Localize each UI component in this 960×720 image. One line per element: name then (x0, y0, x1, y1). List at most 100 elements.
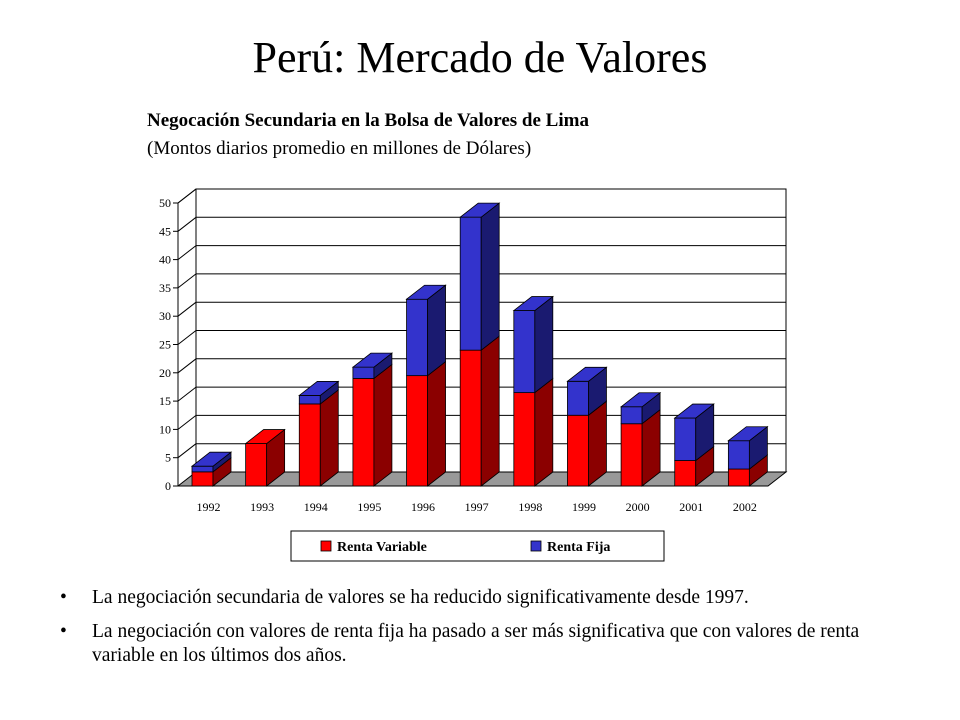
legend-swatch (320, 540, 332, 552)
y-tick-label: 40 (159, 253, 171, 267)
x-tick-label: 1996 (411, 500, 435, 514)
bar-front (620, 406, 643, 425)
bar-side (427, 360, 446, 487)
bar-top (405, 284, 447, 300)
y-tick-label: 5 (165, 451, 171, 465)
chart-title: Negocación Secundaria en la Bolsa de Val… (147, 110, 589, 131)
y-tick-label: 45 (159, 224, 171, 238)
bar-top (298, 381, 340, 396)
y-tick-label: 50 (159, 196, 171, 210)
bar-top (673, 403, 715, 419)
bar-top (619, 392, 662, 408)
bar-front (406, 375, 428, 487)
bar-front (620, 423, 643, 487)
x-tick-label: 1997 (465, 500, 489, 514)
x-tick-label: 1992 (197, 500, 221, 514)
y-tick-label: 15 (159, 394, 171, 408)
bar-side (480, 335, 500, 487)
gridline-side (177, 216, 197, 232)
bar-top (190, 451, 233, 467)
bar-renta-fija (351, 352, 394, 380)
y-tick-label: 25 (159, 338, 171, 352)
legend-label: Renta Variable (337, 540, 427, 555)
bar-side (427, 284, 446, 377)
bar-front (674, 417, 697, 461)
bar-side (480, 202, 500, 351)
x-tick-label: 1998 (518, 500, 542, 514)
bar-side (534, 295, 554, 394)
bar-front (459, 216, 482, 351)
y-axis: 0 5 10 15 20 25 30 35 40 45 50 (159, 196, 178, 493)
bullet-item: La negociación con valores de renta fija… (60, 620, 920, 668)
bar-front (459, 349, 482, 487)
bar-front (674, 460, 697, 487)
page-title: Perú: Mercado de Valores (252, 33, 708, 82)
bullet-list: La negociación secundaria de valores se … (60, 586, 920, 678)
bar-top (459, 202, 501, 218)
y-tick-label: 10 (159, 422, 171, 436)
x-tick-label: 1994 (304, 500, 328, 514)
bar-renta-fija (619, 391, 662, 425)
x-tick-label: 1995 (357, 500, 381, 514)
bar-renta-fija (673, 403, 715, 462)
y-tick-label: 20 (159, 366, 171, 380)
bar-renta-variable (298, 389, 339, 487)
x-tick-label: 2001 (679, 500, 703, 514)
bar-renta-variable (620, 408, 661, 487)
legend: Renta Variable Renta Fija (290, 530, 665, 562)
bar-front (727, 468, 750, 487)
bar-renta-variable (459, 335, 500, 487)
gridline-side (177, 245, 197, 260)
bar-renta-fija (459, 202, 501, 351)
bar-side (588, 400, 607, 487)
bar-front (352, 366, 375, 379)
bar-renta-fija (727, 425, 769, 470)
bars (190, 202, 769, 487)
x-tick-label: 2000 (626, 500, 650, 514)
x-axis-labels: 1992 1993 1994 1995 1996 1997 1998 1999 2000 2001… (197, 500, 757, 514)
gridline-side (177, 415, 197, 430)
bar-front (513, 392, 536, 487)
legend-swatch (530, 540, 542, 552)
gridline-side (177, 273, 197, 289)
bar-front (513, 310, 536, 394)
bar-front (352, 378, 375, 487)
bar-top (727, 426, 769, 442)
bar-front (567, 414, 589, 487)
gridline-side (177, 301, 197, 317)
bar-side (534, 377, 554, 487)
bar-front (298, 395, 321, 405)
bar-top (244, 429, 286, 444)
bar-renta-fija (512, 295, 554, 394)
x-tick-label: 2002 (733, 500, 757, 514)
bar-front (727, 440, 750, 470)
bar-renta-variable (567, 400, 607, 487)
x-tick-label: 1999 (572, 500, 596, 514)
y-tick-label: 0 (165, 479, 171, 493)
bar-renta-fija (566, 366, 608, 417)
bar-top (566, 366, 608, 382)
gridline-side (177, 358, 197, 374)
bar-top (512, 296, 554, 311)
bar-side (373, 363, 393, 487)
bar-renta-variable (244, 428, 286, 487)
bar-side (319, 389, 339, 487)
bar-renta-variable (513, 377, 554, 487)
bar-renta-variable (352, 363, 393, 487)
side-wall-top (177, 188, 197, 204)
gridline-side (177, 330, 197, 345)
gridline-side (177, 386, 197, 402)
legend-label: Renta Fija (547, 540, 610, 555)
legend-box (290, 530, 665, 562)
bar-front (245, 443, 268, 487)
gridline-side (177, 443, 197, 459)
x-tick-label: 1993 (250, 500, 274, 514)
y-tick-label: 35 (159, 281, 171, 295)
bar-front (191, 471, 214, 487)
bullet-item: La negociación secundaria de valores se … (60, 586, 920, 610)
bar-front (567, 380, 589, 416)
bar-renta-fija (298, 380, 340, 405)
chart-subtitle: (Montos diarios promedio en millones de … (147, 138, 532, 159)
bar-front (191, 465, 214, 473)
